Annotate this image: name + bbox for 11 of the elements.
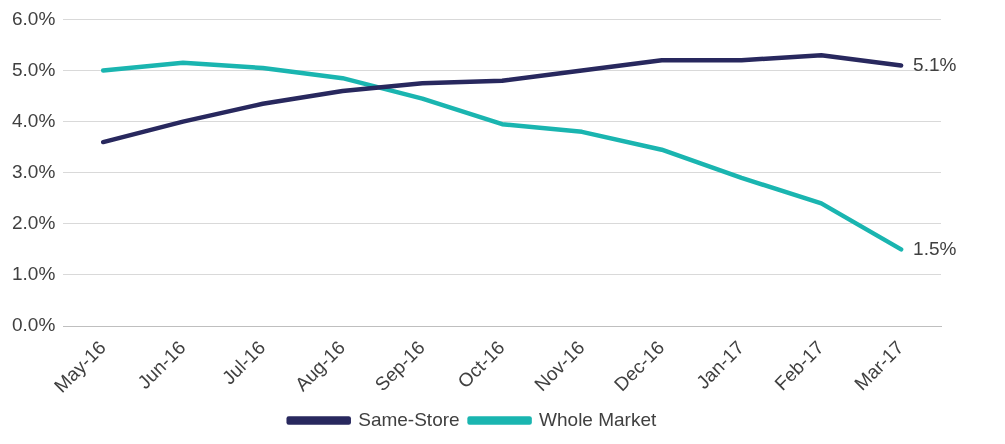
y-tick-label: 6.0% [11,7,56,29]
y-tick-label: 5.0% [11,58,56,80]
data-label: 5.1% [913,53,957,75]
legend-label: Same-Store [358,408,460,430]
legend-label: Whole Market [539,408,658,430]
y-tick-label: 1.0% [11,263,56,285]
y-tick-label: 0.0% [11,314,56,336]
y-tick-label: 2.0% [11,212,56,234]
y-tick-label: 4.0% [11,109,56,131]
data-label: 1.5% [913,237,957,259]
y-tick-label: 3.0% [11,160,56,182]
